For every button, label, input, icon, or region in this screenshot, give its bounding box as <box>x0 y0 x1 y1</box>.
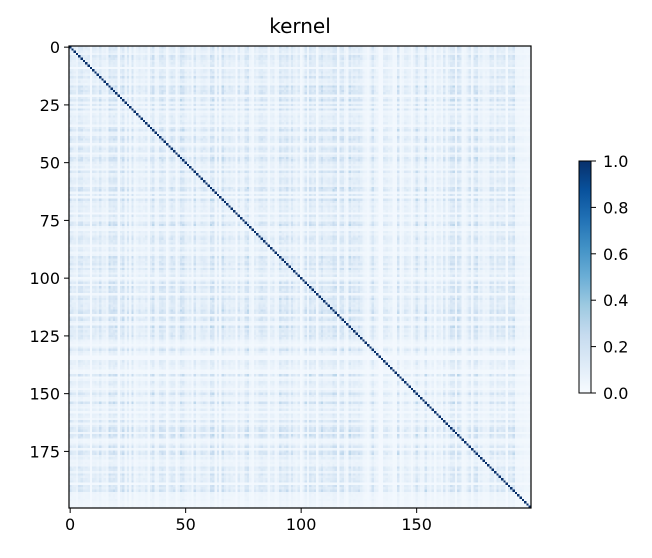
y-tick-label: 0 <box>50 38 60 57</box>
colorbar-tick-label: 0.2 <box>603 338 628 357</box>
y-tick-label: 75 <box>40 211 60 230</box>
y-tick-label: 50 <box>40 154 60 173</box>
y-tick-label: 100 <box>29 269 60 288</box>
y-tick-label: 150 <box>29 385 60 404</box>
x-tick-label: 100 <box>286 515 317 534</box>
x-axis: 0 50 100 150 <box>65 508 432 534</box>
colorbar-gradient <box>579 161 591 393</box>
colorbar: 0.0 0.2 0.4 0.6 0.8 1.0 <box>578 152 628 403</box>
y-tick-label: 175 <box>29 442 60 461</box>
colorbar-tick-label: 0.0 <box>603 384 628 403</box>
colorbar-tick-label: 0.4 <box>603 291 628 310</box>
colorbar-tick-label: 0.8 <box>603 198 628 217</box>
y-tick-label: 125 <box>29 327 60 346</box>
x-tick-label: 50 <box>175 515 195 534</box>
x-tick-label: 150 <box>401 515 432 534</box>
x-tick-label: 0 <box>65 515 75 534</box>
y-axis: 0 25 50 75 100 125 150 175 <box>29 38 69 461</box>
chart-title: kernel <box>269 14 331 38</box>
heatmap-matrix <box>69 46 531 508</box>
colorbar-tick-label: 1.0 <box>603 152 628 171</box>
y-tick-label: 25 <box>40 96 60 115</box>
colorbar-frame <box>578 160 592 394</box>
colorbar-tick-label: 0.6 <box>603 245 628 264</box>
heatmap-area <box>68 45 532 509</box>
heatmap-frame <box>68 45 532 509</box>
